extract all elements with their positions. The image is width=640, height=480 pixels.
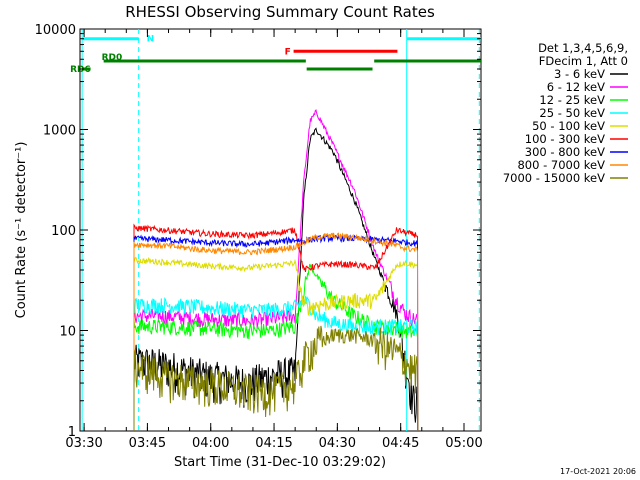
x-tick-label: 03:30 bbox=[65, 436, 102, 451]
series-line-3 bbox=[133, 296, 419, 432]
flag-bars: N F RD0 RD6 bbox=[70, 35, 481, 75]
legend-label: 6 - 12 keV bbox=[547, 80, 605, 94]
series-line-6 bbox=[133, 234, 419, 432]
legend-label: 3 - 6 keV bbox=[554, 67, 605, 81]
flag-label: RD0 bbox=[102, 53, 123, 63]
y-tick-label: 1 bbox=[68, 425, 76, 440]
legend-header: FDecim 1, Att 0 bbox=[539, 54, 628, 68]
x-tick-label: 04:30 bbox=[319, 436, 356, 451]
legend-label: 300 - 800 keV bbox=[525, 145, 605, 159]
footer-timestamp: 17-Oct-2021 20:06 bbox=[560, 467, 636, 476]
y-tick-label: 100 bbox=[51, 224, 76, 239]
y-tick-label: 10000 bbox=[35, 23, 76, 38]
legend-label: 50 - 100 keV bbox=[532, 119, 605, 133]
x-tick-label: 04:45 bbox=[382, 436, 419, 451]
series-line-4 bbox=[133, 256, 419, 432]
x-axis: 03:30 03:45 04:00 04:15 04:30 04:45 05:00 bbox=[65, 29, 483, 451]
legend-label: 100 - 300 keV bbox=[525, 132, 605, 146]
flag-label: F bbox=[285, 47, 291, 57]
y-axis: 10000 1000 100 10 1 bbox=[35, 23, 481, 440]
x-tick-label: 05:00 bbox=[445, 436, 482, 451]
x-axis-label: Start Time (31-Dec-10 03:29:02) bbox=[174, 455, 386, 470]
chart-title: RHESSI Observing Summary Count Rates bbox=[125, 3, 435, 21]
flag-label: N bbox=[147, 35, 155, 45]
series-line-5 bbox=[133, 223, 419, 432]
legend-label: 25 - 50 keV bbox=[539, 106, 605, 120]
flag-label: RD6 bbox=[70, 65, 91, 75]
series-line-8 bbox=[133, 325, 419, 432]
y-tick-label: 1000 bbox=[43, 124, 76, 139]
legend-label: 7000 - 15000 keV bbox=[503, 171, 605, 185]
legend-label: 800 - 7000 keV bbox=[517, 158, 605, 172]
series-group bbox=[133, 109, 419, 432]
y-tick-label: 10 bbox=[59, 325, 76, 340]
y-axis-label: Count Rate (s⁻¹ detector⁻¹) bbox=[14, 142, 29, 319]
legend-label: 12 - 25 keV bbox=[539, 93, 605, 107]
series-line-7 bbox=[133, 232, 419, 432]
legend: Det 1,3,4,5,6,9,FDecim 1, Att 03 - 6 keV… bbox=[503, 41, 628, 185]
x-tick-label: 03:45 bbox=[129, 436, 166, 451]
x-tick-label: 04:00 bbox=[192, 436, 229, 451]
x-tick-label: 04:15 bbox=[255, 436, 292, 451]
legend-header: Det 1,3,4,5,6,9, bbox=[538, 41, 628, 55]
